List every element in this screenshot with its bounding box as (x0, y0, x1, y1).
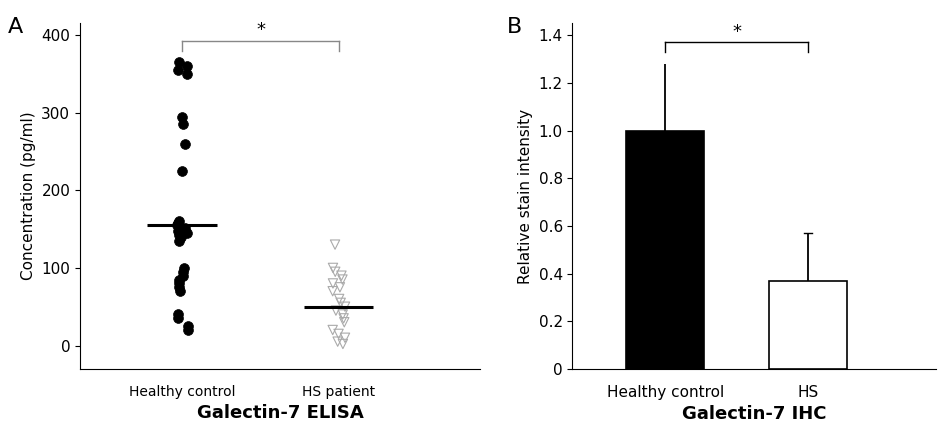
Point (327, 241, 343, 248)
Point (332, 284, 347, 291)
Point (176, 264, 191, 271)
Point (337, 334, 352, 341)
Point (325, 264, 340, 271)
Point (325, 280, 340, 287)
Point (329, 338, 345, 345)
Point (175, 272, 190, 279)
Point (179, 70, 194, 77)
Point (171, 280, 187, 287)
Bar (625, 131, 704, 369)
Y-axis label: Relative stain intensity: Relative stain intensity (517, 109, 532, 284)
Point (169, 227, 185, 234)
Point (171, 231, 187, 238)
Point (173, 233, 188, 240)
Point (336, 319, 351, 326)
Point (325, 326, 340, 334)
Point (171, 218, 187, 225)
Point (174, 113, 189, 120)
Point (327, 268, 343, 275)
Point (169, 222, 184, 229)
Text: A: A (8, 17, 23, 37)
Point (331, 295, 347, 302)
Point (170, 315, 186, 322)
Point (335, 311, 350, 318)
Point (330, 330, 346, 337)
Point (171, 237, 187, 244)
Bar (768, 281, 846, 369)
Point (179, 62, 194, 70)
Point (170, 59, 186, 66)
X-axis label: Galectin-7 IHC: Galectin-7 IHC (682, 405, 825, 423)
Point (336, 315, 351, 322)
Point (333, 272, 348, 279)
Text: *: * (731, 23, 741, 41)
Point (180, 323, 195, 330)
Point (180, 326, 195, 334)
Point (177, 224, 192, 231)
Y-axis label: Concentration (pg/ml): Concentration (pg/ml) (21, 112, 35, 280)
Point (171, 284, 187, 291)
Text: *: * (256, 21, 265, 39)
Point (173, 226, 188, 233)
X-axis label: Galectin-7 ELISA: Galectin-7 ELISA (196, 404, 363, 422)
Point (171, 276, 187, 283)
Point (175, 121, 190, 128)
Point (170, 220, 186, 227)
Point (169, 311, 185, 318)
Text: B: B (506, 17, 522, 37)
Point (337, 303, 352, 310)
Point (179, 230, 194, 237)
Point (177, 140, 192, 147)
Point (333, 299, 348, 306)
Point (325, 288, 340, 295)
Point (174, 167, 189, 174)
Point (170, 66, 186, 73)
Point (327, 307, 343, 314)
Point (334, 276, 349, 283)
Point (175, 268, 190, 275)
Point (172, 288, 188, 295)
Point (335, 341, 350, 348)
